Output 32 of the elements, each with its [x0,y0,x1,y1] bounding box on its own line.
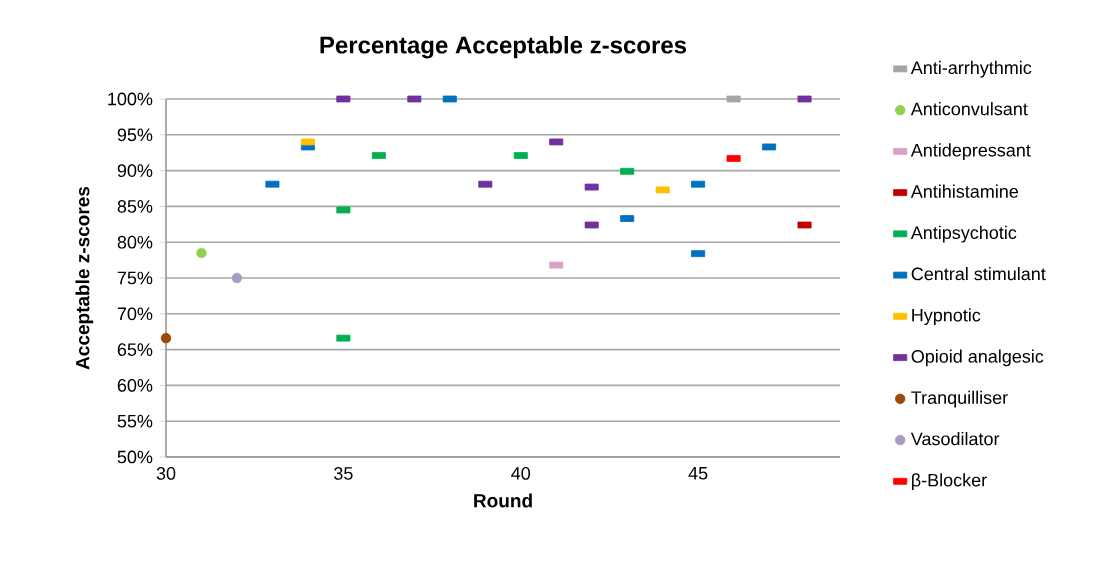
legend-label: Antihistamine [910,184,1019,198]
point [231,272,243,284]
y-tick-label: 65% [117,343,153,356]
legend-label: β-Blocker [912,473,987,491]
y-tick-label: 50% [117,450,153,464]
x-tick-label: 45 [688,467,708,480]
y-tick-label: 70% [117,307,153,321]
legend-label: Antipsychotic [910,225,1017,243]
y-tick-label: 85% [117,200,153,213]
y-tick-label: 55% [117,414,153,428]
y-tick-label: 90% [117,164,153,177]
y-tick-label: 100% [108,92,153,106]
x-tick-label: 40 [511,467,531,480]
legend-label: Central stimulant [911,267,1046,281]
point [196,247,207,259]
x-axis-title: Round [474,493,532,508]
legend-label: Opioid analgesic [911,349,1044,367]
x-tick-label: 30 [156,467,176,480]
x-tick-label: 35 [334,467,353,480]
legend-label: Antidepressant [910,143,1031,161]
legend-label: Anti-arrhythmic [910,60,1032,78]
point [160,332,172,344]
legend-label: Vasodilator [910,432,1000,446]
legend-label: Anticonvulsant [910,102,1028,116]
y-tick-label: 95% [117,128,153,142]
legend-label: Tranquilliser [911,390,1008,408]
y-tick-label: 60% [117,379,153,392]
chart-title: Percentage Acceptable z-scores [320,35,687,59]
y-axis-title: Acceptable z-scores [75,186,94,370]
y-tick-label: 75% [117,271,153,285]
y-tick-label: 80% [117,235,153,249]
legend-label: Hypnotic [912,308,981,326]
